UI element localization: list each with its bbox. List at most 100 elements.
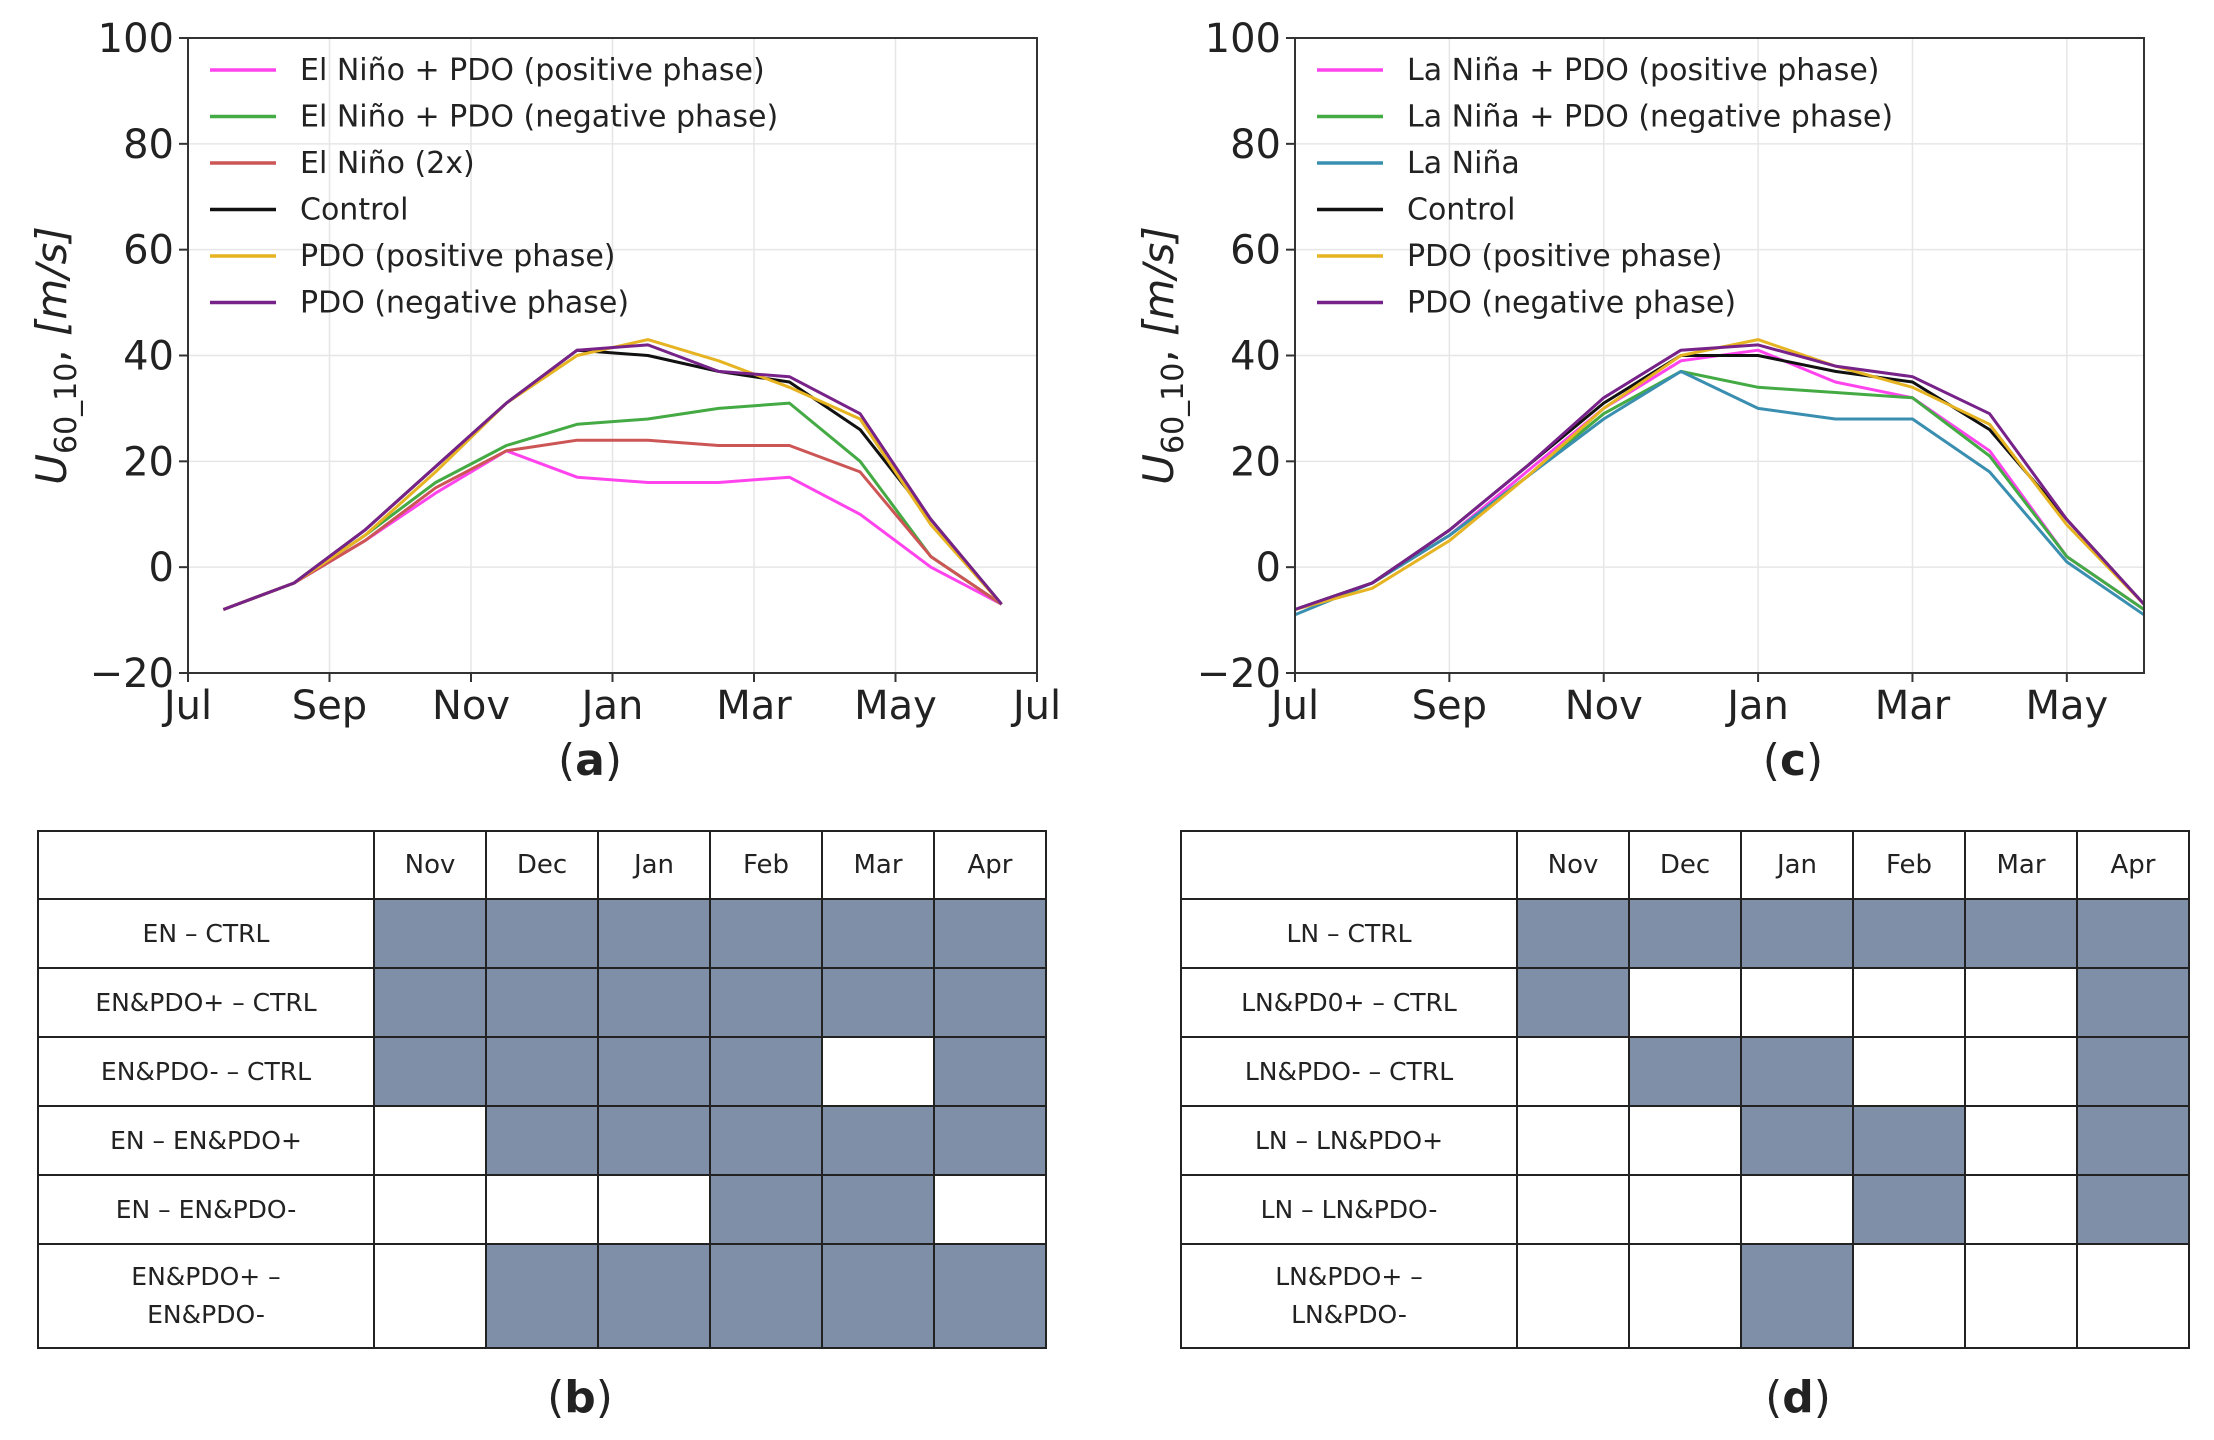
legend-label: El Niño + PDO (positive phase) [300, 53, 765, 88]
column-header: Dec [485, 830, 599, 900]
legend-label: PDO (negative phase) [1407, 286, 1736, 321]
significant-cell [597, 1036, 711, 1107]
not-significant-cell [1628, 1105, 1742, 1176]
row-label: EN – EN&PDO- [37, 1174, 375, 1245]
row-label: LN – LN&PDO- [1180, 1174, 1518, 1245]
panel-label-c: (c) [1762, 735, 1824, 786]
significant-cell [597, 1105, 711, 1176]
not-significant-cell [1628, 1174, 1742, 1245]
table-row: LN&PDO+ – LN&PDO- [1180, 1243, 2190, 1349]
not-significant-cell [1964, 1105, 2078, 1176]
x-tick-label: Jan [1724, 683, 1789, 729]
x-tick-label: Jul [161, 683, 212, 729]
significant-cell [933, 1105, 1047, 1176]
not-significant-cell [1852, 1243, 1966, 1349]
significant-cell [821, 898, 935, 969]
row-label: EN&PDO+ – EN&PDO- [37, 1243, 375, 1349]
column-header: Feb [1852, 830, 1966, 900]
significant-cell [373, 898, 487, 969]
significant-cell [485, 1036, 599, 1107]
significant-cell [485, 1105, 599, 1176]
not-significant-cell [1964, 1036, 2078, 1107]
series-line [1294, 343, 2146, 611]
y-axis-label: U60_10, [m/s] [1134, 226, 1191, 485]
table-row: LN – CTRL [1180, 898, 2190, 969]
table-row: LN&PDO- – CTRL [1180, 1036, 2190, 1107]
y-tick-label: 20 [1230, 439, 1281, 485]
x-tick-label: Jan [579, 683, 644, 729]
not-significant-cell [485, 1174, 599, 1245]
column-header: Nov [1516, 830, 1630, 900]
not-significant-cell [373, 1174, 487, 1245]
significant-cell [709, 967, 823, 1038]
table-header-row: Nov Dec Jan Feb Mar Apr [37, 830, 1047, 900]
column-header: Mar [1964, 830, 2078, 900]
significant-cell [597, 967, 711, 1038]
row-label: EN&PDO+ – CTRL [37, 967, 375, 1038]
not-significant-cell [1628, 1243, 1742, 1349]
significant-cell [2076, 1174, 2190, 1245]
y-tick-label: −20 [90, 651, 174, 697]
significant-cell [1628, 1036, 1742, 1107]
not-significant-cell [821, 1036, 935, 1107]
column-header: Nov [373, 830, 487, 900]
not-significant-cell [373, 1243, 487, 1349]
significance-table-d: Nov Dec Jan Feb Mar Apr LN – CTRL LN&PD0+ – CTR… [1180, 830, 2190, 1349]
table-row: LN&PD0+ – CTRL [1180, 967, 2190, 1038]
y-tick-label: 80 [123, 122, 174, 168]
y-tick-label: 80 [1230, 122, 1281, 168]
legend-label: Control [300, 193, 408, 228]
not-significant-cell [933, 1174, 1047, 1245]
not-significant-cell [1852, 1036, 1966, 1107]
table-row: EN – CTRL [37, 898, 1047, 969]
y-tick-label: 100 [98, 16, 174, 62]
header-corner-cell [37, 830, 375, 900]
x-tick-label: May [2025, 683, 2108, 729]
x-tick-label: May [854, 683, 937, 729]
significant-cell [485, 967, 599, 1038]
significant-cell [485, 898, 599, 969]
significant-cell [1964, 898, 2078, 969]
significant-cell [2076, 1105, 2190, 1176]
not-significant-cell [2076, 1243, 2190, 1349]
table-row: EN – EN&PDO- [37, 1174, 1047, 1245]
significant-cell [373, 967, 487, 1038]
line-chart-a: −20 0 20 40 60 80 100 Jul Sep Nov Jan Mar May Jul U60_… [27, 16, 1061, 729]
not-significant-cell [1740, 967, 1854, 1038]
significant-cell [933, 1036, 1047, 1107]
x-tick-label: Mar [1875, 683, 1951, 729]
y-tick-label: 40 [123, 334, 174, 380]
not-significant-cell [1516, 1243, 1630, 1349]
significant-cell [485, 1243, 599, 1349]
column-header: Mar [821, 830, 935, 900]
row-label: LN – CTRL [1180, 898, 1518, 969]
legend-label: Control [1407, 193, 1515, 228]
significant-cell [2076, 967, 2190, 1038]
significant-cell [821, 1105, 935, 1176]
significant-cell [709, 1174, 823, 1245]
series-line [222, 343, 1003, 611]
panel-label-d: (d) [1765, 1372, 1831, 1423]
table-row: LN – LN&PDO+ [1180, 1105, 2190, 1176]
not-significant-cell [1516, 1036, 1630, 1107]
significant-cell [933, 1243, 1047, 1349]
significant-cell [1740, 1036, 1854, 1107]
not-significant-cell [1964, 967, 2078, 1038]
not-significant-cell [373, 1105, 487, 1176]
significant-cell [1852, 1174, 1966, 1245]
legend-label: El Niño + PDO (negative phase) [300, 100, 778, 135]
row-label: LN&PDO+ – LN&PDO- [1180, 1243, 1518, 1349]
significant-cell [821, 967, 935, 1038]
legend-label: El Niño (2x) [300, 146, 475, 181]
table-row: EN&PDO- – CTRL [37, 1036, 1047, 1107]
legend-label: La Niña + PDO (positive phase) [1407, 53, 1880, 88]
y-tick-label: 0 [1256, 545, 1281, 591]
significant-cell [709, 898, 823, 969]
not-significant-cell [1852, 967, 1966, 1038]
row-label: EN&PDO- – CTRL [37, 1036, 375, 1107]
y-tick-label: 60 [123, 228, 174, 274]
y-tick-label: 100 [1205, 16, 1281, 62]
table-row: LN – LN&PDO- [1180, 1174, 2190, 1245]
y-tick-label: 60 [1230, 228, 1281, 274]
not-significant-cell [1516, 1174, 1630, 1245]
